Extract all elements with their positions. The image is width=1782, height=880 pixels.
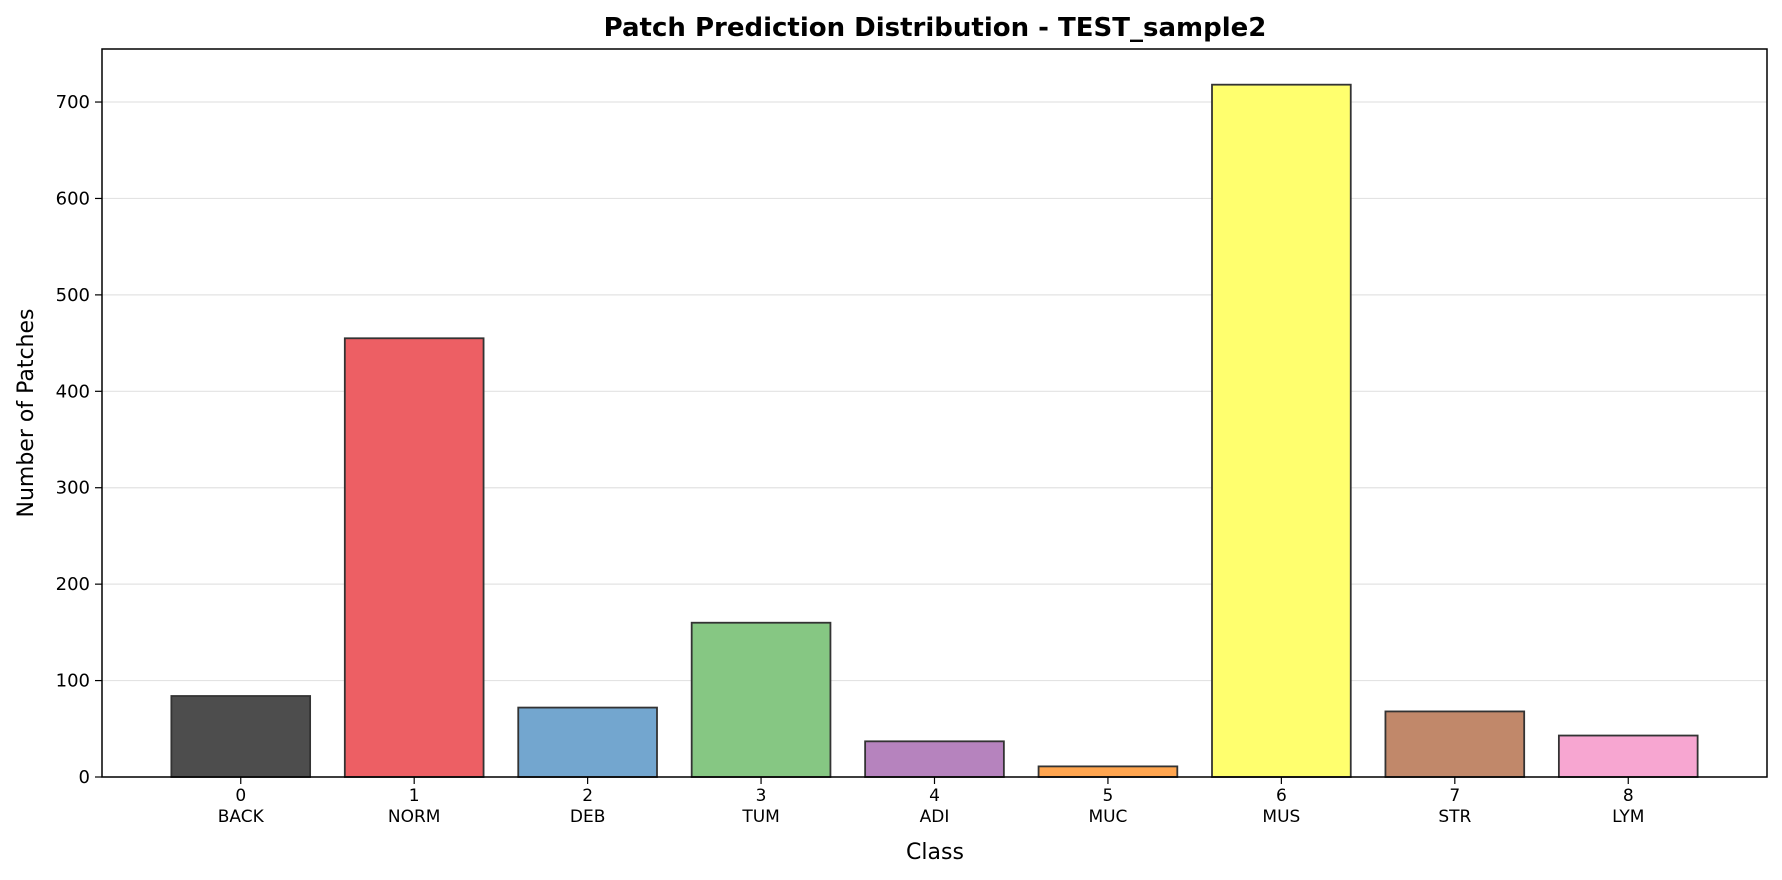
bar-adi — [864, 740, 1005, 778]
x-tick-index: 8 — [1623, 786, 1634, 806]
y-tick-label: 500 — [56, 285, 90, 306]
y-tick-label: 0 — [79, 767, 90, 788]
bar-back — [170, 695, 312, 778]
x-tick-index: 0 — [235, 786, 246, 806]
x-tick-index: 5 — [1103, 786, 1114, 806]
x-tick-class-name: LYM — [1612, 807, 1644, 827]
bar-muc — [1037, 765, 1179, 778]
y-axis-ticks: 0 100 200 300 400 500 600 700 — [56, 92, 102, 788]
y-tick-label: 400 — [56, 381, 90, 402]
x-tick-class-name: BACK — [218, 807, 265, 827]
chart-title: Patch Prediction Distribution - TEST_sam… — [604, 13, 1267, 43]
x-tick-class-name: STR — [1438, 807, 1471, 827]
bar-norm — [343, 337, 485, 778]
y-tick-label: 100 — [56, 671, 90, 692]
y-axis-label: Number of Patches — [14, 309, 39, 518]
x-tick-index: 7 — [1449, 786, 1460, 806]
x-tick-class-name: NORM — [388, 807, 441, 827]
x-tick-class-name: TUM — [741, 807, 780, 827]
x-tick-class-name: MUS — [1262, 807, 1300, 827]
bar-mus — [1211, 83, 1352, 778]
x-tick-class-name: ADI — [920, 807, 950, 827]
y-tick-label: 200 — [56, 574, 90, 595]
x-tick-index: 3 — [756, 786, 767, 806]
x-axis-label: Class — [906, 840, 964, 865]
x-tick-class-name: DEB — [570, 807, 606, 827]
x-tick-index: 4 — [929, 786, 940, 806]
x-tick-index: 2 — [582, 786, 593, 806]
bars — [170, 83, 1699, 778]
bar-str — [1384, 710, 1526, 778]
bar-lym — [1557, 734, 1699, 778]
y-tick-label: 600 — [56, 188, 90, 209]
y-tick-label: 300 — [56, 478, 90, 499]
x-tick-index: 1 — [409, 786, 420, 806]
x-tick-class-name: MUC — [1088, 807, 1127, 827]
bar-deb — [517, 706, 658, 778]
y-tick-label: 700 — [56, 92, 90, 113]
bar-tum — [690, 621, 832, 778]
x-tick-index: 6 — [1276, 786, 1287, 806]
